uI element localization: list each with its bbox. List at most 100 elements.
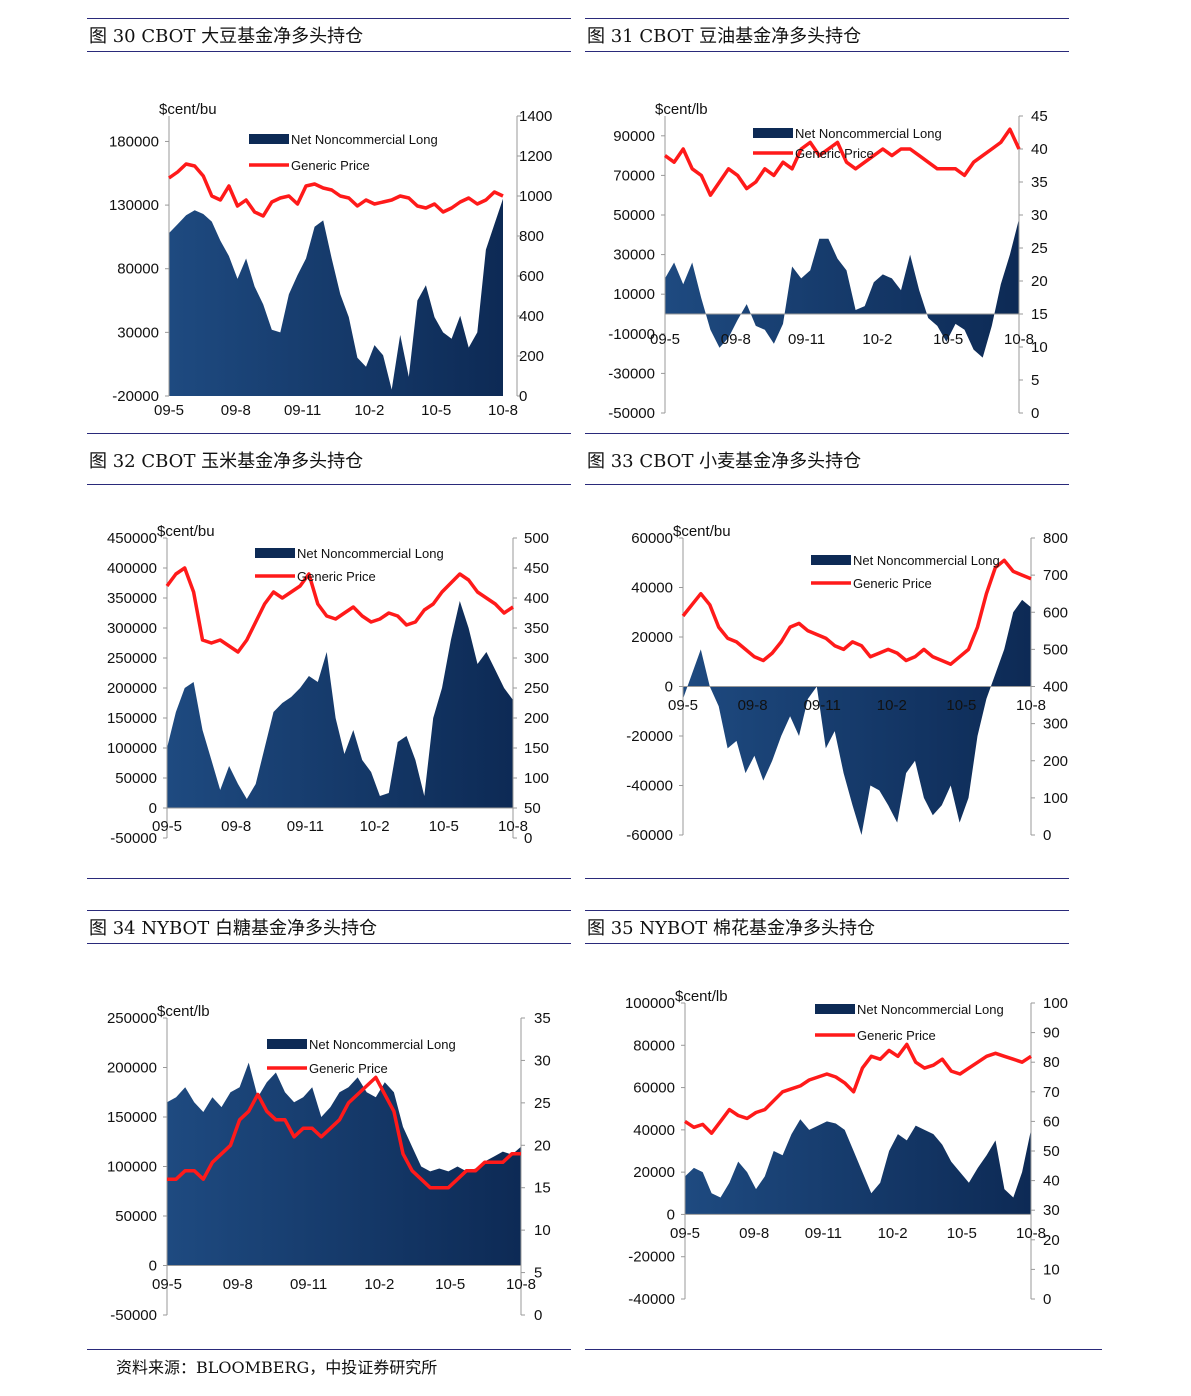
right-tick-label: 200: [524, 710, 549, 727]
right-tick-label: 50: [1043, 1143, 1060, 1160]
x-tick-label: 09-5: [152, 1276, 182, 1293]
legend-label-long: Net Noncommercial Long: [309, 1037, 456, 1052]
right-tick-label: 0: [534, 1307, 542, 1324]
x-tick-label: 10-2: [354, 402, 384, 419]
right-tick-label: 500: [1043, 641, 1068, 658]
legend-label-long: Net Noncommercial Long: [853, 553, 1000, 568]
x-tick-label: 09-8: [223, 1276, 253, 1293]
x-tick-label: 09-5: [152, 818, 182, 835]
right-tick-label: 250: [524, 680, 549, 697]
x-tick-label: 10-5: [933, 331, 963, 348]
right-tick-label: 150: [524, 740, 549, 757]
left-tick-label: 130000: [109, 197, 159, 214]
left-tick-label: -40000: [626, 778, 673, 795]
unit-label: $cent/bu: [159, 101, 217, 118]
legend-swatch-long: [267, 1039, 307, 1049]
legend-label-price: Generic Price: [857, 1028, 936, 1043]
net-long-area: [665, 219, 1019, 358]
left-tick-label: 30000: [117, 324, 159, 341]
right-tick-label: 1200: [519, 148, 552, 165]
footer-divider-right: [585, 1349, 1102, 1350]
left-tick-label: 50000: [115, 1208, 157, 1225]
footer-divider-left: [87, 1349, 571, 1350]
legend-label-long: Net Noncommercial Long: [297, 546, 444, 561]
x-tick-label: 09-11: [284, 402, 321, 419]
right-tick-label: 90: [1043, 1025, 1060, 1042]
right-tick-label: 400: [1043, 679, 1068, 696]
left-tick-label: -10000: [608, 326, 655, 343]
price-line: [167, 162, 504, 218]
left-tick-label: 180000: [109, 133, 159, 150]
x-tick-label: 10-5: [421, 402, 451, 419]
price-line: [663, 127, 1021, 197]
right-tick-label: 20: [534, 1137, 551, 1154]
left-tick-label: 30000: [613, 247, 655, 264]
net-long-area: [167, 1062, 521, 1266]
right-tick-label: 40: [1031, 141, 1048, 158]
x-tick-label: 10-8: [1016, 697, 1046, 714]
chart-c31: -50000 -30000 -10000 10000 30000 50000 70000 90…: [608, 101, 1048, 422]
legend-swatch-long: [249, 134, 289, 144]
price-line: [167, 1075, 521, 1190]
left-tick-label: 40000: [631, 580, 673, 597]
right-tick-label: 15: [1031, 306, 1048, 323]
panel-c34: 图 34 NYBOT 白糖基金净多头持仓 -50000 0 50000 100000 1…: [87, 878, 571, 1340]
right-tick-label: 10: [1031, 339, 1048, 356]
left-tick-label: 0: [149, 1258, 157, 1275]
left-tick-label: 40000: [633, 1122, 675, 1139]
right-tick-label: 0: [1031, 405, 1039, 422]
chart-title: 图 30 CBOT 大豆基金净多头持仓: [89, 26, 364, 47]
left-tick-label: -50000: [608, 405, 655, 422]
right-tick-label: 15: [534, 1180, 551, 1197]
left-tick-label: 200000: [107, 1060, 157, 1077]
left-tick-label: 50000: [115, 770, 157, 787]
x-tick-label: 09-8: [221, 818, 251, 835]
x-tick-label: 10-2: [360, 818, 390, 835]
right-tick-label: 70: [1043, 1084, 1060, 1101]
price-line: [684, 1042, 1032, 1135]
right-tick-label: 45: [1031, 108, 1048, 125]
unit-label: $cent/lb: [675, 988, 728, 1005]
panel-c30: 图 30 CBOT 大豆基金净多头持仓 -20000 30000 80000 1300…: [87, 18, 571, 448]
x-tick-label: 10-5: [946, 697, 976, 714]
x-tick-label: 10-5: [429, 818, 459, 835]
chart-c34: -500000500001000001500002000002500000510…: [107, 1003, 551, 1324]
left-tick-label: 0: [149, 800, 157, 817]
x-tick-label: 09-11: [805, 1225, 842, 1242]
x-tick-label: 09-11: [287, 818, 324, 835]
left-tick-label: 80000: [633, 1037, 675, 1054]
x-tick-label: 09-8: [739, 1225, 769, 1242]
right-tick-label: 500: [524, 530, 549, 547]
right-tick-label: 200: [1043, 753, 1068, 770]
left-tick-label: 50000: [613, 207, 655, 224]
left-tick-label: 100000: [107, 740, 157, 757]
right-tick-label: 800: [1043, 530, 1068, 547]
left-tick-label: 250000: [107, 650, 157, 667]
legend-label-long: Net Noncommercial Long: [857, 1002, 1004, 1017]
chart-c30: -20000 30000 80000 130000 180000 0 200 400 600 80…: [109, 101, 552, 419]
left-tick-label: 400000: [107, 560, 157, 577]
x-tick-label: 10-2: [364, 1276, 394, 1293]
right-tick-label: 80: [1043, 1054, 1060, 1071]
legend-label-price: Generic Price: [291, 158, 370, 173]
right-tick-label: 30: [534, 1052, 551, 1069]
chart-title: 图 33 CBOT 小麦基金净多头持仓: [587, 451, 862, 472]
left-tick-label: 100000: [107, 1159, 157, 1176]
right-tick-label: 1000: [519, 188, 552, 205]
left-tick-label: 20000: [631, 629, 673, 646]
right-tick-label: 25: [534, 1095, 551, 1112]
right-tick-label: 0: [1043, 1291, 1051, 1308]
x-tick-label: 10-2: [862, 331, 892, 348]
left-tick-label: -20000: [626, 728, 673, 745]
left-tick-label: 350000: [107, 590, 157, 607]
source-note: 资料来源：BLOOMBERG，中投证券研究所: [116, 1358, 438, 1377]
left-tick-label: 90000: [613, 128, 655, 145]
right-tick-label: 0: [519, 388, 527, 405]
net-long-area: [685, 1119, 1031, 1215]
left-tick-label: 60000: [631, 530, 673, 547]
left-tick-label: -20000: [112, 388, 159, 405]
right-tick-label: 1400: [519, 108, 552, 125]
right-tick-label: 200: [519, 348, 544, 365]
left-tick-label: 60000: [633, 1080, 675, 1097]
legend-label-price: Generic Price: [853, 576, 932, 591]
